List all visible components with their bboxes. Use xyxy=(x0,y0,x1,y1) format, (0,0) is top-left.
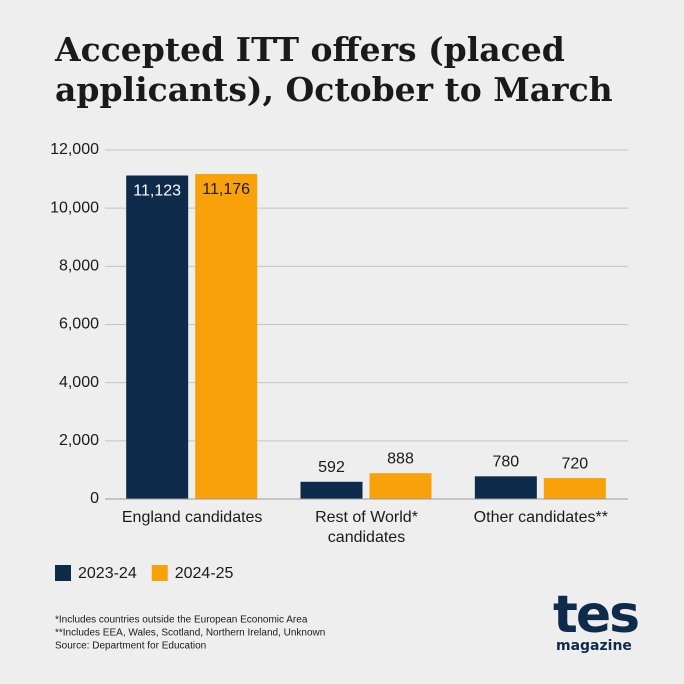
bar xyxy=(300,481,363,499)
y-tick-label: 12,000 xyxy=(50,141,99,158)
y-tick-label: 0 xyxy=(90,490,99,507)
legend-label: 2024-25 xyxy=(175,565,234,582)
legend-label: 2023-24 xyxy=(78,565,137,582)
bar xyxy=(543,478,606,499)
footnote: **Includes EEA, Wales, Scotland, Norther… xyxy=(55,628,325,639)
y-tick-label: 10,000 xyxy=(50,199,99,216)
value-label: 11,176 xyxy=(202,181,250,198)
value-label: 592 xyxy=(318,459,345,476)
y-tick-label: 6,000 xyxy=(59,316,99,333)
value-label: 780 xyxy=(492,454,519,471)
x-tick-label: Other candidates** xyxy=(474,509,608,526)
bar xyxy=(369,473,432,499)
x-tick-label: England candidates xyxy=(122,509,263,526)
chart-title: Accepted ITT offers (placed xyxy=(54,30,565,69)
value-label: 888 xyxy=(387,450,414,467)
y-tick-label: 2,000 xyxy=(59,432,99,449)
logo-sub: magazine xyxy=(556,638,632,654)
x-tick-label: Rest of World* candidates xyxy=(315,509,418,546)
logo: tes xyxy=(553,585,638,645)
y-tick-label: 8,000 xyxy=(59,258,99,275)
legend-swatch xyxy=(151,565,168,581)
chart-title: applicants), October to March xyxy=(55,70,613,109)
bar xyxy=(195,173,258,499)
value-label: 720 xyxy=(561,455,588,472)
source: Source: Department for Education xyxy=(55,641,206,652)
legend-swatch xyxy=(55,565,71,581)
footnote: *Includes countries outside the European… xyxy=(55,615,308,626)
y-tick-label: 4,000 xyxy=(59,374,99,391)
value-label: 11,123 xyxy=(133,183,181,200)
bar xyxy=(474,476,537,499)
bar xyxy=(126,175,189,499)
